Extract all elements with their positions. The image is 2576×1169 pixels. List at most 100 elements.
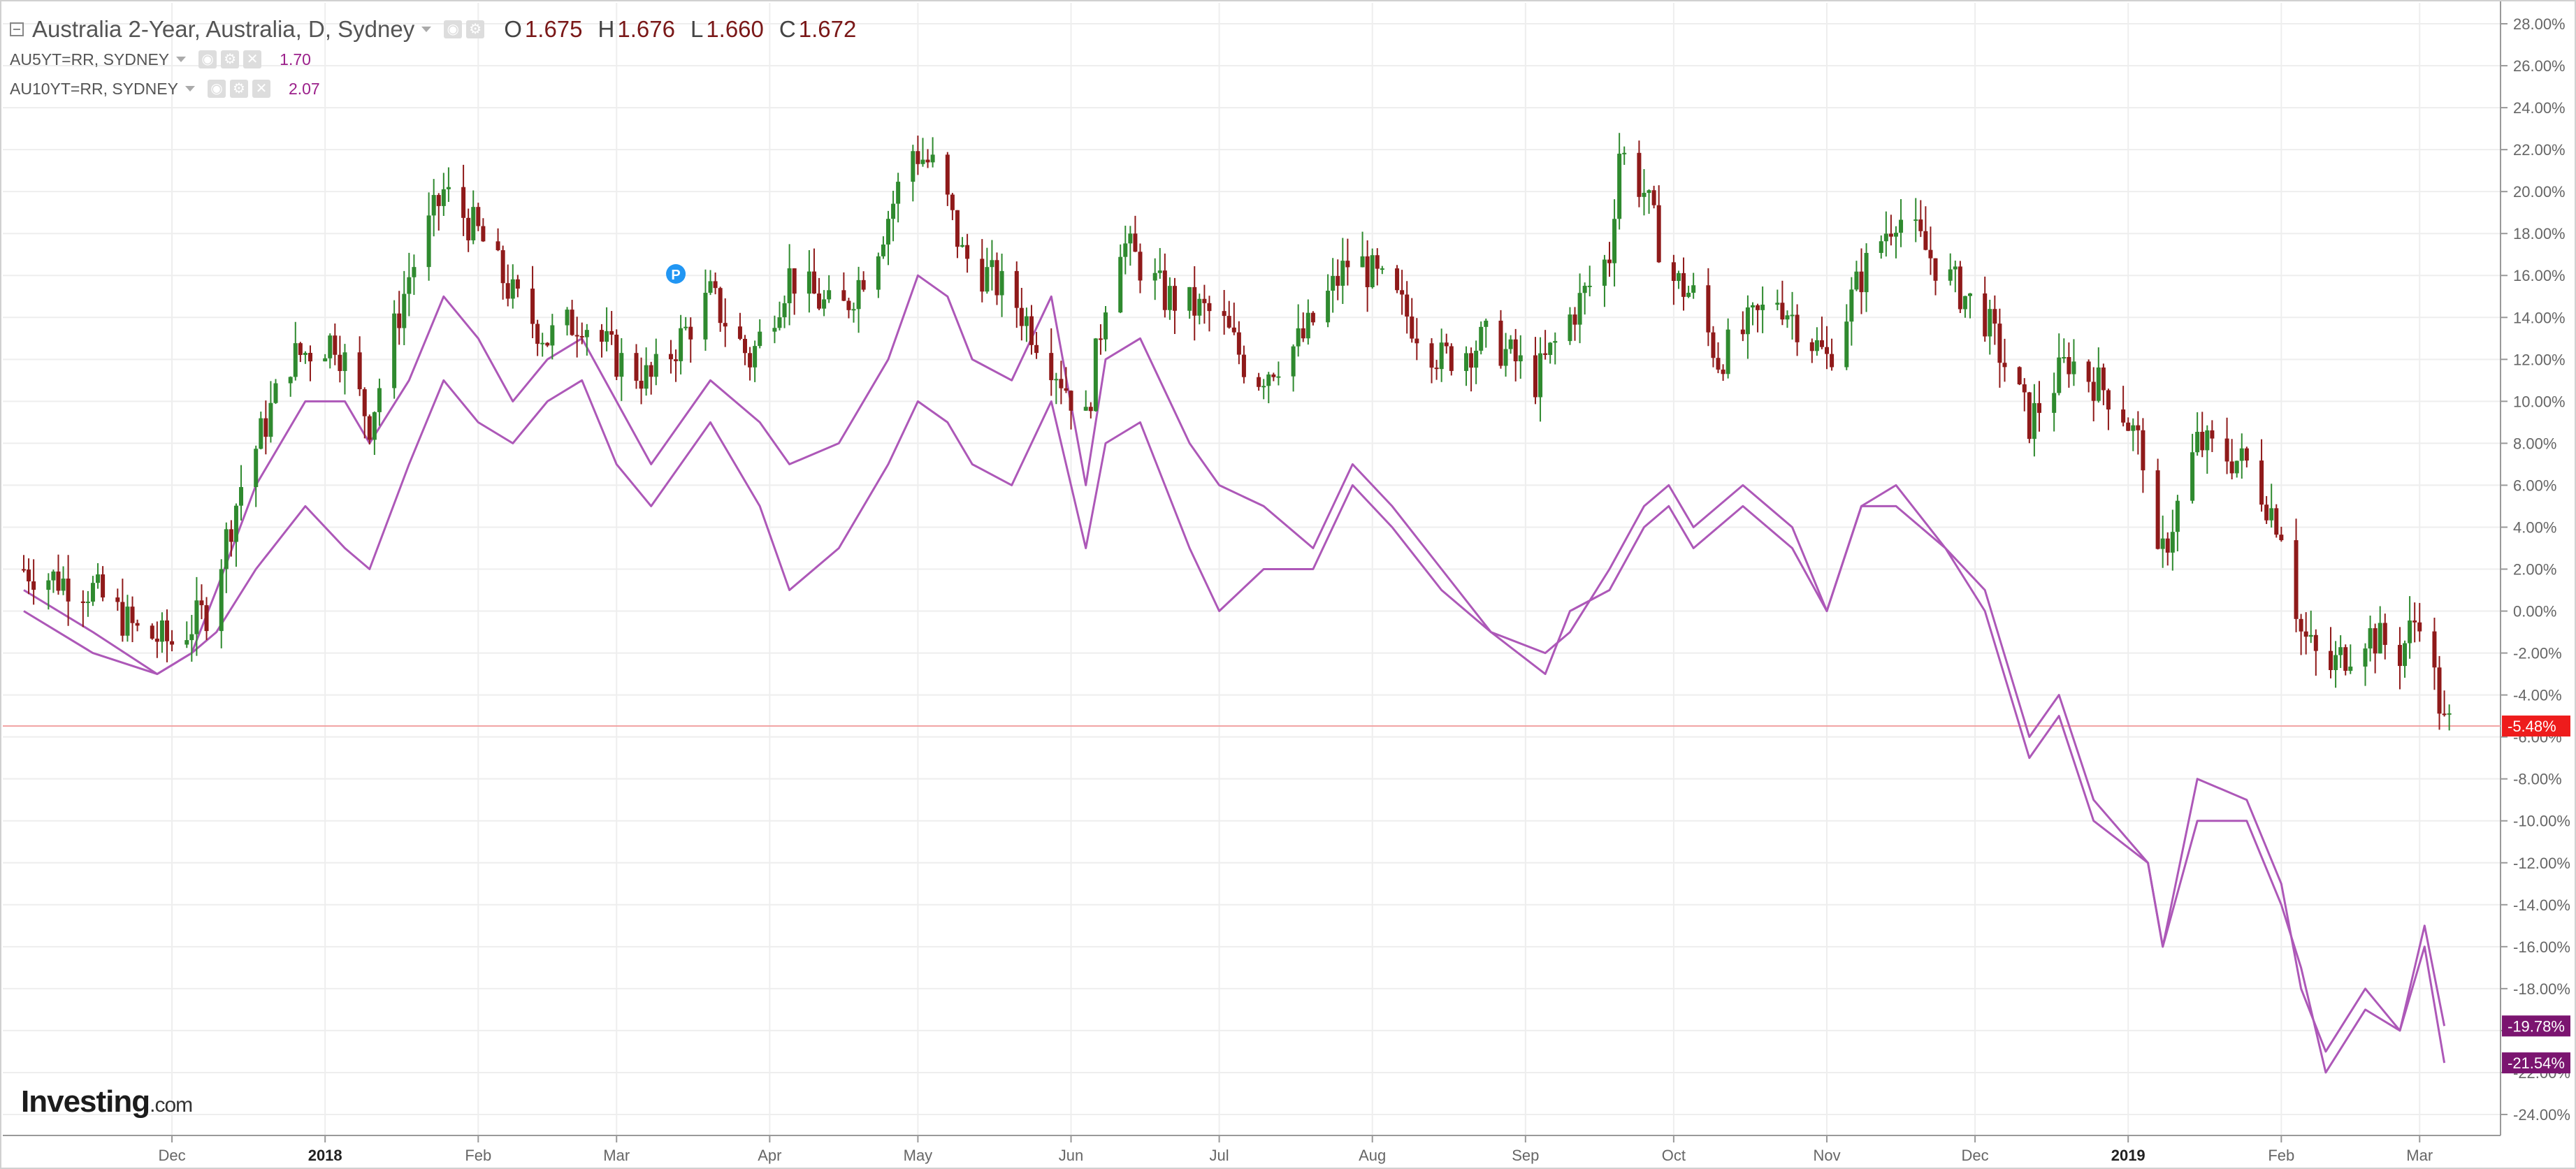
candle [1484,318,1489,348]
candle [1305,299,1310,345]
candle [619,337,624,401]
visibility-icon[interactable]: ◉ [198,50,217,68]
candle-body [1745,307,1750,335]
candle [2333,641,2338,688]
candle [2294,518,2299,632]
candle [1918,200,1923,238]
candle [2373,623,2378,674]
candle-body [1983,293,1988,337]
close-icon[interactable]: ✕ [243,50,262,68]
candle [990,240,994,291]
ohlc-open-key: O [504,16,522,42]
visibility-icon[interactable]: ◉ [444,20,463,38]
compare-series-au5yt[interactable]: AU5YT=RR, SYDNEY ◉ ⚙ ✕ 1.70 [10,45,856,74]
chevron-down-icon[interactable] [421,27,432,32]
candle [1202,284,1207,324]
candle-body [2412,620,2417,623]
candle-body [1449,346,1454,371]
candle [1227,300,1231,329]
candle-body [2032,402,2036,440]
candle [1568,307,1572,345]
series-line-au10yt [23,379,2446,1074]
candle-body [1054,379,1059,381]
candle-body [170,641,175,645]
candle [1859,248,1864,314]
chevron-down-icon[interactable] [176,57,187,62]
candle-body [530,289,535,324]
candle-body [1785,315,1790,320]
event-marker-p[interactable]: P [666,264,686,284]
gear-icon[interactable]: ⚙ [221,50,240,68]
candle-body [1133,233,1138,252]
candle [239,465,244,521]
candle [298,342,303,363]
close-icon[interactable]: ✕ [252,80,270,98]
candle-body [342,352,347,371]
candle-body [1780,303,1785,320]
candle-body [817,293,822,309]
candle-body [1819,340,1824,347]
candle-body [930,154,935,163]
candle [170,630,175,652]
x-axis-tick-label: Feb [465,1147,491,1164]
chevron-down-icon[interactable] [184,86,195,92]
candle-body [402,293,407,328]
candle-body [985,267,990,292]
candle-body [2279,535,2284,541]
candle [154,621,159,658]
candle [1400,270,1405,315]
candle-body [639,380,644,389]
candle [2224,417,2229,474]
compare-series-au10yt[interactable]: AU10YT=RR, SYDNEY ◉ ⚙ ✕ 2.07 [10,74,856,103]
candle [1647,189,1651,214]
candle-body [668,354,673,360]
candle-body [426,215,431,268]
candle-body [1756,305,1760,310]
candle [328,333,333,369]
candle [1543,330,1548,360]
candle [1883,211,1888,257]
candle [1607,242,1612,277]
candle-body [233,505,238,542]
candle [1331,258,1336,313]
candle-body [1888,233,1893,237]
candle [1622,146,1627,165]
candle [1706,268,1711,347]
candle [2308,610,2313,644]
candle [806,249,811,313]
candle-body [159,620,164,642]
gear-icon[interactable]: ⚙ [466,20,485,38]
candle [115,588,120,611]
gear-icon[interactable]: ⚙ [229,80,248,98]
candle-body [1414,338,1419,344]
candle-body [2121,409,2126,423]
candle-body [1167,286,1172,310]
candle [1533,337,1537,405]
x-axis-tick-label: Aug [1359,1147,1386,1164]
candle [2313,629,2318,676]
candle-body [1138,252,1143,281]
candle [1513,328,1518,382]
collapse-icon[interactable] [10,22,24,36]
value-badge-label: -5.48% [2508,718,2556,735]
candle-body [229,529,233,542]
candle [1740,311,1745,342]
candle-body [1503,349,1508,366]
candle-body [2442,713,2447,716]
candle-body [782,303,787,318]
candle [668,340,673,374]
x-axis-tick-label: 2019 [2111,1147,2146,1164]
candle-body [703,293,708,340]
candle-body [481,226,486,242]
candle-body [885,219,890,245]
candle-body [743,338,748,354]
candle [1760,286,1765,333]
visibility-icon[interactable]: ◉ [207,80,226,98]
candle [1414,318,1419,361]
candle-body [822,299,827,309]
candle [199,584,204,620]
y-axis-tick-label: -16.00% [2513,938,2570,956]
candle [1429,337,1434,384]
